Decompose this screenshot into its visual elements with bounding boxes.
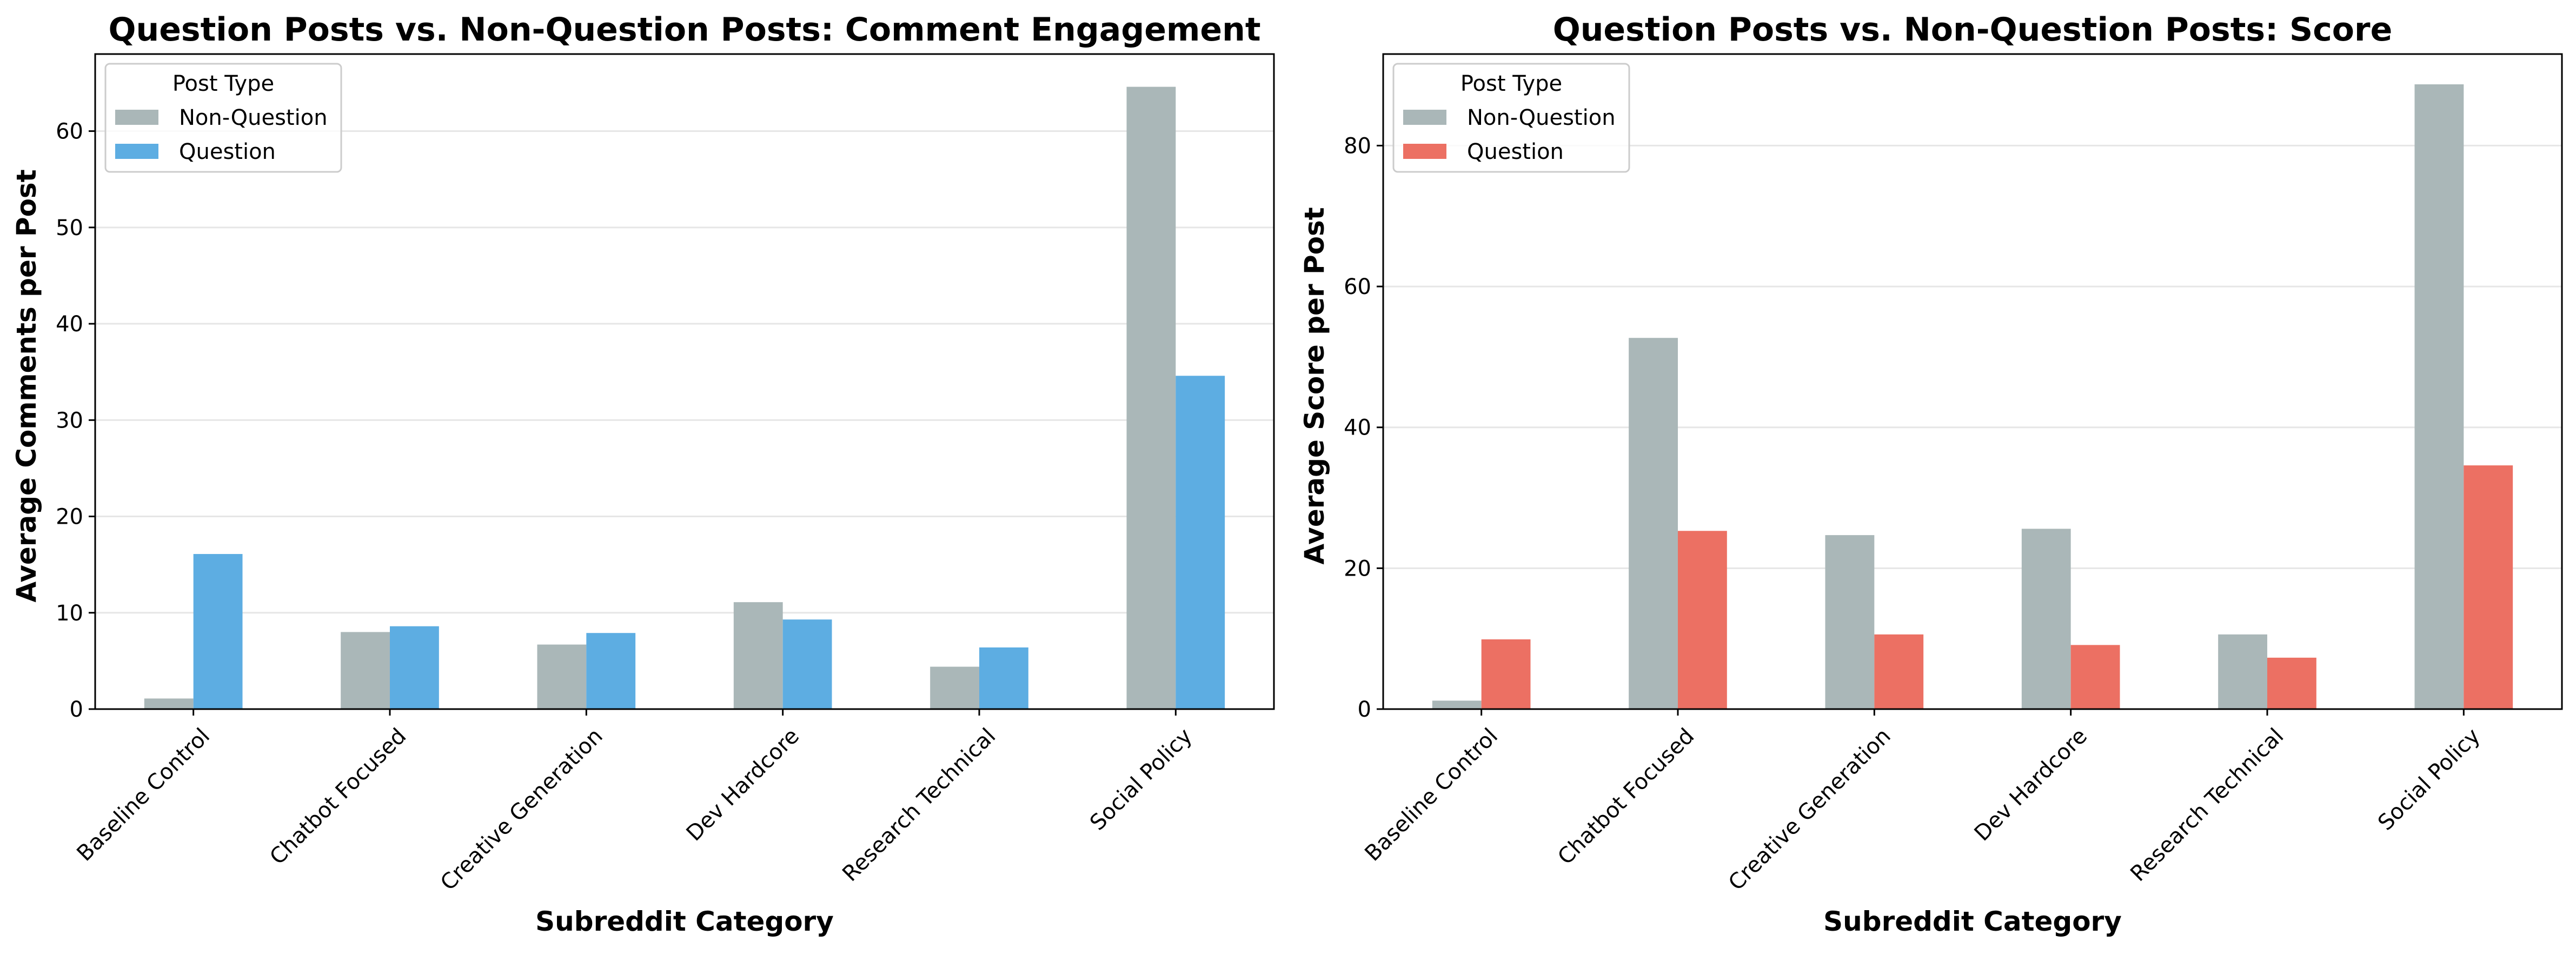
bar-non-question [2414, 84, 2464, 710]
legend-frame [1392, 63, 1630, 173]
legend-swatch-question [1403, 144, 1446, 159]
bar-non-question [2218, 634, 2267, 709]
bar-question [1678, 531, 1727, 709]
x-tick-label: Chatbot Focused [1553, 724, 1699, 870]
bar-non-question [341, 632, 390, 709]
bar-question [1874, 634, 1924, 709]
gridlines [95, 130, 1274, 710]
legend: Post Type Non-Question Question [104, 63, 342, 173]
bar-question [390, 626, 439, 709]
y-tick-label: 20 [1344, 556, 1371, 581]
y-tick-label: 20 [56, 505, 83, 530]
y-tick-label: 0 [1358, 697, 1371, 722]
bars [144, 86, 1225, 710]
x-axis-label: Subreddit Category [1823, 906, 2122, 937]
y-axis-label: Average Score per Post [1299, 207, 1330, 564]
x-tick-label: Creative Generation [1724, 724, 1896, 896]
bar-non-question [144, 698, 194, 709]
legend-swatch-non-question [1403, 110, 1446, 125]
x-tick-label: Creative Generation [436, 724, 608, 896]
x-axis-label: Subreddit Category [535, 906, 834, 937]
x-tick-label: Research Technical [2126, 724, 2288, 886]
bar-question [1176, 376, 1225, 709]
x-tick-label: Dev Hardcore [1970, 724, 2092, 846]
chart-title: Question Posts vs. Non-Question Posts: S… [1553, 11, 2393, 49]
bar-non-question [2021, 529, 2071, 709]
y-tick-label: 60 [1344, 275, 1371, 299]
legend-title: Post Type [1460, 71, 1562, 96]
chart-svg-comments: Question Posts vs. Non-Question Posts: C… [11, 11, 1275, 937]
bars [1432, 84, 2513, 710]
bar-question [2464, 465, 2513, 709]
y-tick-label: 10 [56, 601, 83, 626]
y-axis-label: Average Comments per Post [11, 169, 42, 602]
y-tick-label: 40 [1344, 416, 1371, 440]
bar-question [1481, 639, 1531, 709]
x-tick-label: Social Policy [1085, 724, 1197, 836]
plot-frame [1382, 53, 2563, 710]
x-tick-label: Dev Hardcore [682, 724, 804, 846]
bar-question [979, 647, 1028, 709]
bar-non-question [930, 666, 979, 709]
bar-question [193, 554, 243, 709]
y-tick-label: 50 [56, 216, 83, 241]
y-tick-label: 60 [56, 119, 83, 144]
legend-title: Post Type [172, 71, 274, 96]
axes: 0 10 20 30 40 50 60 Baseline Control Chatbot Foc… [56, 53, 1275, 896]
legend-swatch-non-question [115, 110, 158, 125]
bar-question [2267, 657, 2316, 709]
x-tick-label: Research Technical [838, 724, 1000, 886]
y-tick-label: 40 [56, 312, 83, 337]
chart-score: Question Posts vs. Non-Question Posts: S… [1288, 0, 2576, 953]
x-tick-label: Chatbot Focused [265, 724, 411, 870]
bar-non-question [1825, 535, 1875, 709]
chart-title: Question Posts vs. Non-Question Posts: C… [109, 11, 1261, 49]
bar-non-question [1432, 700, 1482, 709]
y-tick-label: 0 [70, 697, 83, 722]
legend-swatch-question [115, 144, 158, 159]
legend-label-question: Question [1467, 139, 1564, 164]
bar-question [2070, 645, 2120, 709]
legend-frame [104, 63, 342, 173]
chart-svg-score: Question Posts vs. Non-Question Posts: S… [1299, 11, 2563, 937]
plot-frame [94, 53, 1275, 710]
bar-non-question [733, 602, 783, 709]
gridlines [1383, 144, 2562, 710]
bar-non-question [1629, 338, 1678, 709]
x-tick-label: Social Policy [2373, 724, 2485, 836]
y-tick-label: 80 [1344, 133, 1371, 158]
bar-non-question [537, 644, 587, 709]
axes: 0 20 40 60 80 Baseline Control Chatbot Focused… [1344, 53, 2563, 896]
legend: Post Type Non-Question Question [1392, 63, 1630, 173]
legend-label-non-question: Non-Question [1467, 105, 1616, 130]
bar-question [586, 633, 636, 709]
bar-non-question [1126, 86, 1176, 710]
chart-comment-engagement: Question Posts vs. Non-Question Posts: C… [0, 0, 1288, 953]
legend-label-question: Question [179, 139, 276, 164]
x-tick-label: Baseline Control [72, 724, 215, 866]
legend-label-non-question: Non-Question [179, 105, 328, 130]
bar-question [782, 619, 832, 709]
x-tick-label: Baseline Control [1360, 724, 1503, 866]
y-tick-label: 30 [56, 408, 83, 433]
